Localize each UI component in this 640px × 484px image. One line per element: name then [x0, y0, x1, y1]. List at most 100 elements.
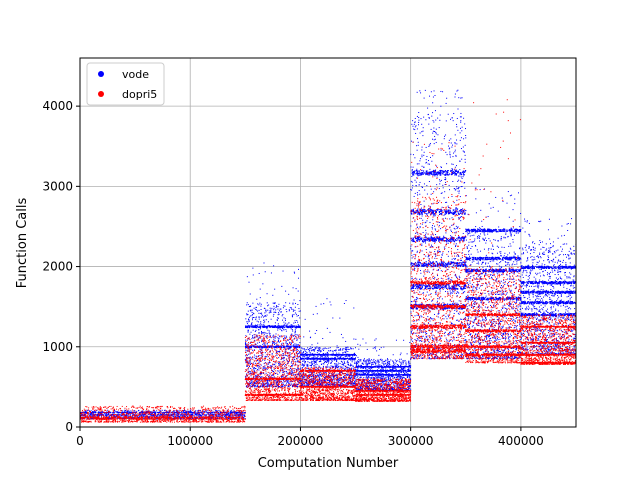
data-point [219, 416, 220, 417]
data-point [353, 339, 354, 340]
data-point [296, 320, 297, 321]
data-point [251, 315, 252, 316]
data-point [275, 380, 276, 381]
data-point [229, 412, 230, 413]
data-point [317, 364, 318, 365]
data-point [162, 410, 163, 411]
data-point [319, 377, 320, 378]
data-point [259, 324, 260, 325]
data-point [252, 314, 253, 315]
data-point [250, 352, 251, 353]
data-point [262, 385, 263, 386]
data-point [250, 385, 251, 386]
data-point [251, 358, 252, 359]
data-point [285, 318, 286, 319]
data-point [345, 366, 346, 367]
data-point [327, 358, 328, 359]
data-point [257, 336, 258, 337]
data-point [255, 382, 256, 383]
data-point [355, 347, 356, 348]
data-point [295, 303, 296, 304]
data-point [363, 361, 364, 362]
data-point [211, 412, 212, 413]
data-point [344, 358, 345, 359]
data-point [401, 372, 402, 373]
data-point [253, 346, 254, 347]
data-point [332, 358, 333, 359]
data-point [250, 306, 251, 307]
data-point [272, 336, 273, 337]
data-point [332, 366, 333, 367]
data-point [247, 350, 248, 351]
data-point [258, 329, 259, 330]
data-point [252, 310, 253, 311]
data-point [302, 353, 303, 354]
data-point [292, 365, 293, 366]
data-point [185, 412, 186, 413]
data-point [136, 411, 137, 412]
data-point [258, 333, 259, 334]
data-point [336, 366, 337, 367]
data-point [327, 328, 328, 329]
data-point [255, 358, 256, 359]
data-point [353, 348, 354, 349]
data-point [303, 348, 304, 349]
data-point [311, 378, 312, 379]
data-point [263, 317, 264, 318]
data-point [195, 410, 196, 411]
data-point [260, 377, 261, 378]
data-point [326, 298, 327, 299]
data-point [291, 328, 292, 329]
data-point [250, 383, 251, 384]
data-point [309, 348, 310, 349]
data-point [347, 361, 348, 362]
data-point [338, 354, 339, 355]
data-point [278, 304, 279, 305]
data-point [304, 358, 305, 359]
data-point [247, 276, 248, 277]
data-point [254, 355, 255, 356]
data-point [117, 412, 118, 413]
data-point [325, 385, 326, 386]
data-point [335, 368, 336, 369]
data-point [341, 378, 342, 379]
data-point [344, 361, 345, 362]
data-point [275, 322, 276, 323]
data-point [251, 332, 252, 333]
data-point [317, 358, 318, 359]
data-point [311, 362, 312, 363]
data-point [365, 368, 366, 369]
data-point [267, 333, 268, 334]
data-point [347, 354, 348, 355]
data-point [304, 349, 305, 350]
data-point [254, 308, 255, 309]
data-point [298, 384, 299, 385]
data-point [352, 361, 353, 362]
data-point [335, 350, 336, 351]
data-point [395, 363, 396, 364]
data-point [298, 291, 299, 292]
data-point [265, 326, 266, 327]
data-point [274, 369, 275, 370]
data-point [159, 412, 160, 413]
data-point [320, 350, 321, 351]
data-point [304, 360, 305, 361]
data-point [257, 366, 258, 367]
data-point [129, 412, 130, 413]
data-point [249, 317, 250, 318]
data-point [295, 307, 296, 308]
data-point [273, 312, 274, 313]
data-point [352, 357, 353, 358]
data-point [282, 327, 283, 328]
data-point [292, 329, 293, 330]
data-point [273, 303, 274, 304]
data-point [106, 413, 107, 414]
data-point [262, 347, 263, 348]
data-point [276, 333, 277, 334]
data-point [275, 309, 276, 310]
data-point [297, 365, 298, 366]
data-point [393, 384, 394, 385]
data-point [301, 350, 302, 351]
data-point [316, 362, 317, 363]
data-point [292, 327, 293, 328]
